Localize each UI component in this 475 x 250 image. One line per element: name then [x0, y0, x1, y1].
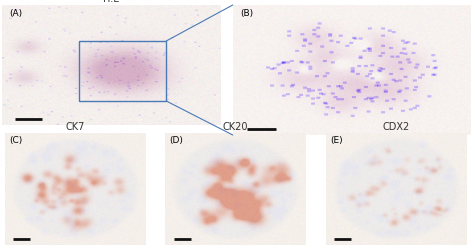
- Title: CDX2: CDX2: [382, 122, 409, 132]
- Bar: [79, 41, 166, 101]
- Title: CK7: CK7: [65, 122, 85, 132]
- Text: (B): (B): [240, 9, 253, 18]
- Title: CK20: CK20: [223, 122, 248, 132]
- Text: (D): (D): [170, 136, 183, 145]
- Title: H.E: H.E: [104, 0, 120, 4]
- Text: (A): (A): [9, 8, 22, 18]
- Text: (E): (E): [330, 136, 342, 145]
- Text: (C): (C): [9, 136, 22, 145]
